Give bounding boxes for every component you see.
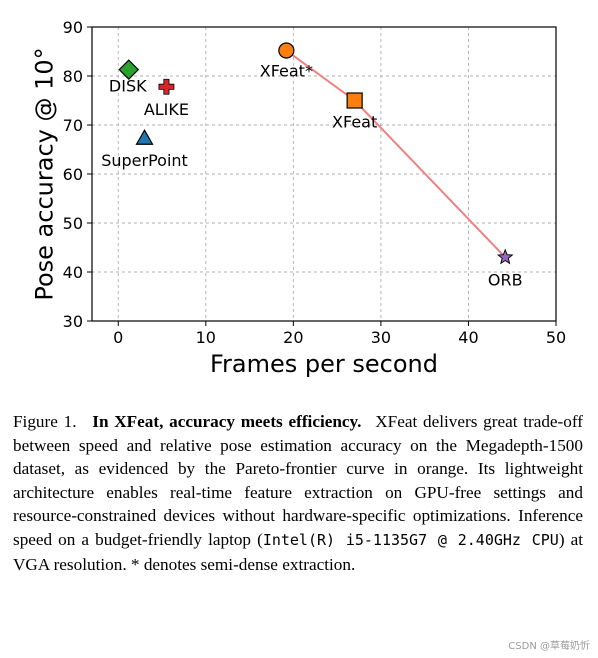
x-tick-label: 0: [113, 328, 123, 347]
pose-accuracy-chart: 0 10 20 30 40 50 30 40 50 60 70 80 90 Frames per se…: [30, 18, 566, 378]
x-tick-label: 30: [371, 328, 391, 347]
y-axis-label: Pose accuracy @ 10°: [30, 47, 58, 300]
y-tick-label: 50: [63, 214, 83, 233]
y-axis-ticks: 30 40 50 60 70 80 90: [63, 18, 92, 331]
figure-caption: Figure 1. In XFeat, accuracy meets effic…: [13, 410, 583, 576]
label-orb: ORB: [488, 270, 523, 289]
y-tick-label: 70: [63, 116, 83, 135]
marker-xfeat: [346, 92, 363, 109]
label-disk: DISK: [109, 77, 147, 96]
y-tick-label: 30: [63, 312, 83, 331]
plot-frame: [91, 26, 557, 322]
marker-superpoint: [135, 129, 154, 145]
x-tick-label: 20: [283, 328, 303, 347]
data-points: [118, 42, 514, 265]
caption-note: * denotes semi-dense extraction.: [130, 554, 356, 574]
y-tick-label: 40: [63, 263, 83, 282]
marker-disk: [118, 59, 140, 80]
caption-cpu-spec: Intel(R) i5-1135G7 @ 2.40GHz CPU: [262, 530, 559, 549]
x-tick-label: 50: [546, 328, 566, 347]
caption-label: Figure 1.: [13, 412, 77, 431]
x-tick-label: 10: [196, 328, 216, 347]
pareto-frontier: [285, 49, 506, 258]
label-xfeat: XFeat: [332, 113, 377, 132]
caption-bold-title: In XFeat, accuracy meets efficiency.: [92, 412, 362, 431]
marker-xfeat: [278, 42, 295, 59]
y-tick-label: 80: [63, 67, 83, 86]
x-tick-label: 40: [458, 328, 478, 347]
watermark: CSDN @草莓奶忻: [508, 641, 590, 652]
marker-orb: [496, 248, 514, 265]
marker-alike: [158, 78, 175, 95]
x-axis-label: Frames per second: [210, 350, 438, 378]
label-superpoint: SuperPoint: [101, 151, 188, 170]
y-tick-label: 90: [63, 18, 83, 37]
x-axis-ticks: 0 10 20 30 40 50: [113, 321, 566, 347]
y-tick-label: 60: [63, 165, 83, 184]
label-alike: ALIKE: [144, 100, 189, 119]
label-xfeat: XFeat*: [260, 62, 313, 81]
frontier-line: [285, 49, 506, 258]
point-labels: DISK ALIKE SuperPoint XFeat* XFeat ORB: [101, 62, 522, 290]
caption-text: XFeat delivers great trade-off between s…: [13, 412, 584, 549]
grid-lines: [92, 26, 557, 322]
caption-text-end: ) at VGA resolution.: [13, 529, 584, 574]
